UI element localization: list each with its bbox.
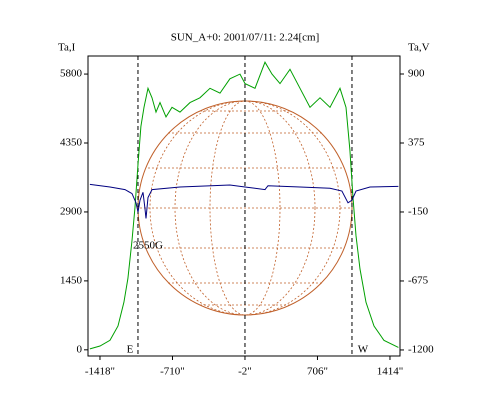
annotation: 2550G xyxy=(133,239,163,251)
y-tick-label: 5800 xyxy=(60,68,83,80)
series-line xyxy=(89,61,399,350)
x-tick-label: -2" xyxy=(238,366,252,378)
x-tick-label: -710" xyxy=(160,366,185,378)
annotation: E xyxy=(127,343,134,355)
annotation: W xyxy=(358,343,369,355)
x-tick-label: 706" xyxy=(307,366,328,378)
x-tick-label: 1414" xyxy=(377,366,404,378)
plot-frame xyxy=(87,55,401,357)
chart-title: SUN_A+0: 2001/07/11: 2.24[cm] xyxy=(171,32,319,44)
y2-tick-label: -150 xyxy=(408,206,429,218)
y-tick-label: 0 xyxy=(77,343,83,355)
y-tick-label: 1450 xyxy=(60,274,83,286)
y2-axis-label: Ta,V xyxy=(408,42,430,54)
y2-tick-label: -675 xyxy=(408,274,429,286)
y-axis-label: Ta,I xyxy=(58,42,76,54)
y-tick-label: 4350 xyxy=(60,137,83,149)
y2-tick-label: -1200 xyxy=(408,343,434,355)
y-tick-label: 2900 xyxy=(60,205,83,217)
y2-tick-label: 900 xyxy=(408,68,425,80)
x-tick-label: -1418" xyxy=(85,366,115,378)
y2-tick-label: 375 xyxy=(408,137,425,149)
series-line xyxy=(89,183,399,219)
